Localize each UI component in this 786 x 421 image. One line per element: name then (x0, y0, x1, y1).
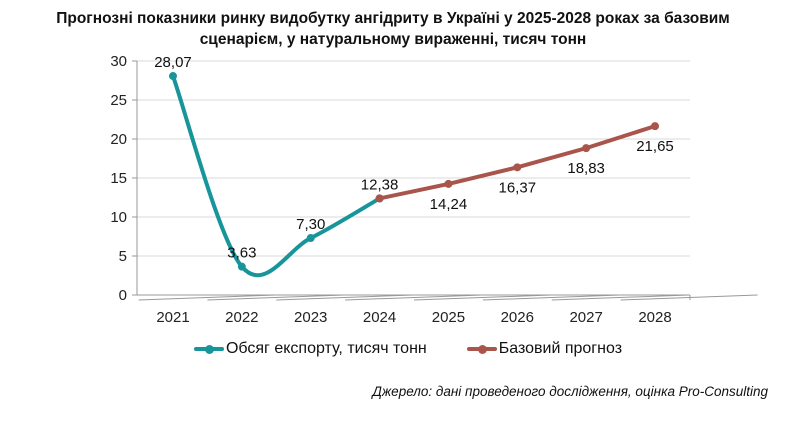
x-tick-mark (551, 294, 689, 301)
x-tick-label: 2024 (363, 309, 396, 326)
x-tick-mark (138, 294, 276, 301)
x-tick-label: 2028 (638, 309, 671, 326)
y-tick-label: 15 (110, 170, 127, 187)
data-point (444, 179, 453, 188)
legend-label-export: Обсяг експорту, тисяч тонн (225, 340, 427, 357)
y-tick-label: 20 (110, 131, 127, 148)
data-label: 3,63 (227, 245, 256, 262)
chart-title-line-2: сценарієм, у натуральному вираженні, тис… (199, 31, 587, 48)
x-tick-mark (620, 294, 758, 301)
legend-item-forecast: Базовий прогноз (466, 340, 623, 358)
data-point (375, 194, 384, 203)
data-label: 28,07 (154, 54, 192, 71)
y-tick-label: 30 (110, 53, 127, 70)
legend-item-export: Обсяг експорту, тисяч тонн (193, 340, 427, 358)
chart-title-line-1: Прогнозні показники ринку видобутку ангі… (56, 10, 730, 27)
data-point (651, 122, 659, 131)
source-note: Джерело: дані проведеного дослідження, о… (372, 384, 768, 399)
legend-swatch-export (193, 344, 224, 354)
data-point (513, 163, 522, 172)
data-label: 16,37 (499, 179, 537, 196)
y-tick-label: 25 (110, 92, 127, 109)
data-label: 21,65 (636, 138, 674, 155)
data-label: 7,30 (296, 216, 325, 233)
y-tick-label: 10 (110, 209, 127, 226)
x-tick-mark (276, 294, 414, 301)
data-point (237, 262, 246, 271)
x-tick-mark (345, 294, 483, 301)
data-point (582, 144, 591, 153)
x-tick-label: 2027 (569, 309, 602, 326)
data-point (169, 72, 177, 81)
x-tick-mark (207, 294, 345, 301)
x-tick-label: 2022 (225, 309, 258, 326)
legend-swatch-forecast (466, 344, 497, 354)
data-label: 14,24 (430, 196, 468, 213)
x-tick-label: 2025 (432, 309, 465, 326)
data-label: 12,38 (361, 176, 399, 193)
x-tick-label: 2021 (156, 309, 189, 326)
x-tick-label: 2023 (294, 309, 327, 326)
legend: Обсяг експорту, тисяч тонн Базовий прогн… (0, 340, 786, 358)
y-tick-label: 0 (119, 287, 127, 304)
y-tick-label: 5 (119, 248, 127, 265)
data-point (306, 234, 315, 243)
x-tick-mark (413, 294, 552, 301)
x-tick-label: 2026 (501, 309, 534, 326)
legend-label-forecast: Базовий прогноз (498, 340, 623, 357)
data-label: 18,83 (567, 160, 605, 177)
chart-title: Прогнозні показники ринку видобутку ангі… (0, 8, 786, 50)
x-tick-mark (482, 294, 620, 301)
series-line-0 (171, 74, 382, 277)
